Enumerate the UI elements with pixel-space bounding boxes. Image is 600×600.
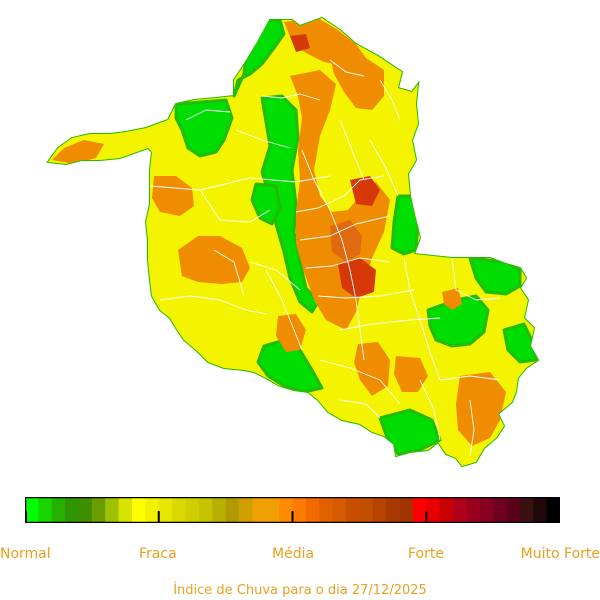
municipal-boundary-line: [299, 215, 391, 241]
legend-color-cell: [78, 497, 93, 523]
legend-color-cell: [118, 497, 133, 523]
green-zone-southeast: [426, 294, 490, 348]
rain-index-map: [46, 16, 540, 468]
green-zone-west-central: [250, 182, 282, 226]
orange-zone-west: [178, 236, 250, 284]
legend-color-cell: [439, 497, 454, 523]
legend-color-cell: [172, 497, 187, 523]
legend-color-cell: [198, 497, 213, 523]
legend-color-cell: [292, 497, 307, 523]
legend-color-cell: [319, 497, 334, 523]
orange-zone-south-east-small: [394, 356, 428, 392]
legend-label-normal: Normal: [0, 546, 51, 562]
legend-label-fraca: Fraca: [139, 546, 177, 562]
orange-zone-southeast: [456, 372, 506, 446]
municipal-boundary-line: [403, 257, 441, 381]
legend-color-cell: [359, 497, 374, 523]
legend-color-cell: [38, 497, 53, 523]
legend-color-cell: [305, 497, 320, 523]
legend-label-media: Média: [272, 546, 315, 562]
legend-color-cell: [386, 497, 401, 523]
legend-color-cell: [533, 497, 548, 523]
green-zone-northwest: [174, 98, 234, 158]
legend-color-cell: [65, 497, 80, 523]
orange-zone-west-north: [152, 176, 194, 216]
orange-zone-north: [284, 18, 366, 66]
municipal-boundary-line: [419, 379, 441, 441]
legend-color-cell: [25, 497, 39, 523]
red-core-north: [350, 176, 380, 206]
municipal-boundary-line: [185, 109, 231, 121]
rain-index-layer: [48, 18, 538, 466]
orange-zone-west-tip: [52, 140, 104, 164]
legend-color-cell: [346, 497, 360, 523]
municipal-boundary-line: [451, 257, 501, 301]
municipal-boundary-line: [339, 317, 441, 331]
legend-label-muito-forte: Muito Forte: [520, 546, 600, 562]
legend-color-cell: [91, 497, 106, 523]
municipal-boundary-line: [339, 119, 365, 181]
legend-color-cell: [399, 497, 414, 523]
municipal-boundary-line: [329, 59, 365, 77]
municipal-boundaries: [149, 59, 501, 457]
legend-color-cell: [426, 497, 441, 523]
legend-color-cell: [132, 497, 146, 523]
green-zone-east: [390, 194, 420, 256]
red-core-south: [338, 258, 376, 298]
municipal-boundary-line: [305, 257, 391, 269]
municipal-boundary-line: [339, 399, 381, 419]
municipal-boundary-line: [249, 261, 301, 291]
municipal-boundary-line: [265, 269, 303, 351]
municipal-boundary-line: [439, 375, 501, 381]
red-spot-north: [290, 34, 310, 52]
legend-color-cell: [252, 497, 267, 523]
legend-color-cell: [493, 497, 508, 523]
green-zone-far-east: [502, 322, 538, 364]
legend-color-cell: [372, 497, 387, 523]
legend-color-cell: [239, 497, 253, 523]
legend-color-cell: [158, 497, 173, 523]
legend-color-cell: [105, 497, 120, 523]
municipal-boundary-line: [149, 175, 331, 191]
legend-color-cell: [265, 497, 280, 523]
legend-label-forte: Forte: [408, 546, 444, 562]
legend-color-cell: [279, 497, 294, 523]
green-zone-north: [232, 18, 286, 98]
legend-color-cell: [506, 497, 521, 523]
legend-color-cell: [225, 497, 240, 523]
legend-color-cell: [185, 497, 200, 523]
municipal-boundary-line: [159, 295, 267, 315]
legend-color-cell: [479, 497, 494, 523]
legend-color-cell: [145, 497, 160, 523]
municipal-boundary-line: [319, 359, 401, 405]
legend-color-bar: [25, 497, 560, 523]
municipal-boundary-line: [317, 289, 415, 299]
orange-zone-east-small: [442, 288, 462, 310]
legend-color-cell: [212, 497, 227, 523]
legend-color-cell: [412, 497, 427, 523]
legend-color-cell: [51, 497, 66, 523]
map-caption: Índice de Chuva para o dia 27/12/2025: [173, 583, 427, 598]
municipal-boundary-line: [295, 175, 385, 213]
legend-color-cell: [519, 497, 534, 523]
municipal-boundary-line: [379, 79, 401, 121]
municipal-boundary-line: [469, 399, 475, 457]
legend-labels: Normal Fraca Média Forte Muito Forte: [0, 546, 600, 568]
municipal-boundary-line: [261, 93, 321, 101]
municipal-boundary-line: [301, 149, 365, 361]
orange-zone-south-west: [276, 314, 306, 352]
legend-color-cell: [546, 497, 560, 523]
legend-color-cell: [332, 497, 347, 523]
legend-color-cell: [453, 497, 467, 523]
orange-zone-north-east: [330, 54, 384, 110]
municipal-boundary-line: [235, 129, 291, 149]
municipal-boundary-line: [369, 139, 399, 197]
legend-color-cell: [466, 497, 481, 523]
green-corridor-central: [260, 94, 320, 314]
municipal-boundary-line: [213, 249, 245, 297]
municipal-boundary-line: [199, 189, 271, 223]
